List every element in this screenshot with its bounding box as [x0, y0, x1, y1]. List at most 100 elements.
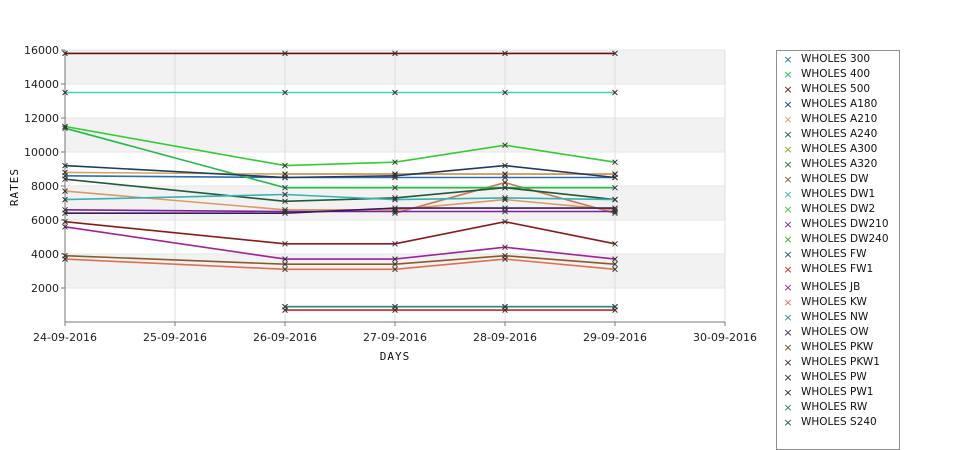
legend-marker-icon: ×	[783, 281, 793, 294]
data-point	[282, 261, 288, 268]
legend-label: WHOLES FW	[801, 248, 867, 260]
axes	[61, 49, 726, 326]
line-chart: 24-09-2016 25-09-2016 26-09-2016 27-09-2016…	[8, 44, 757, 363]
data-point	[502, 184, 508, 191]
legend-marker-icon: ×	[783, 113, 793, 126]
data-point	[282, 240, 288, 247]
data-point	[392, 240, 398, 247]
data-point	[502, 218, 508, 225]
legend-label: WHOLES DW1	[801, 188, 876, 200]
y-tick-label: 2000	[31, 282, 59, 295]
data-point	[282, 303, 288, 310]
legend-label: WHOLES NW	[801, 311, 869, 323]
data-point	[62, 89, 68, 96]
data-point	[62, 162, 68, 169]
legend-label: WHOLES 500	[801, 83, 871, 95]
data-point	[282, 210, 288, 217]
data-point	[502, 50, 508, 57]
data-point	[612, 184, 618, 191]
data-point	[502, 196, 508, 203]
legend-label: WHOLES PW	[801, 371, 867, 383]
legend-marker-icon: ×	[783, 371, 793, 384]
data-point	[62, 256, 68, 262]
x-tick-label: 30-09-2016	[693, 331, 757, 344]
data-point	[612, 261, 618, 268]
legend-label: WHOLES DW210	[801, 218, 889, 230]
data-point	[502, 303, 508, 310]
legend-marker-icon: ×	[783, 128, 793, 141]
data-point	[392, 184, 398, 191]
data-point	[392, 195, 398, 201]
data-point	[392, 174, 398, 181]
legend-marker-icon: ×	[783, 401, 793, 414]
data-point	[612, 303, 618, 310]
data-point	[502, 244, 508, 251]
legend-marker-icon: ×	[783, 188, 793, 201]
legend-label: WHOLES KW	[801, 296, 867, 308]
legend-marker-icon: ×	[783, 83, 793, 96]
legend-marker-icon: ×	[783, 218, 793, 231]
data-point	[392, 261, 398, 268]
legend-label: WHOLES PKW	[801, 341, 874, 353]
data-point	[62, 223, 68, 230]
legend-marker-icon: ×	[783, 416, 793, 429]
x-tick-label: 29-09-2016	[583, 331, 647, 344]
legend-label: WHOLES 400	[801, 68, 871, 80]
legend-marker-icon: ×	[783, 341, 793, 354]
data-point	[392, 50, 398, 57]
legend-marker-icon: ×	[783, 53, 793, 66]
data-point	[392, 159, 398, 166]
data-point	[62, 125, 68, 132]
y-tick-labels: 2000 4000 6000 8000 10000 12000 14000 16000	[24, 44, 59, 295]
data-point	[502, 174, 508, 181]
data-point	[282, 184, 288, 191]
legend-label: WHOLES A210	[801, 113, 878, 125]
legend-label: WHOLES DW	[801, 173, 869, 185]
x-tick-label: 28-09-2016	[473, 331, 537, 344]
data-point	[392, 206, 398, 213]
legend-marker-icon: ×	[783, 296, 793, 309]
data-point	[502, 195, 508, 201]
data-point	[392, 303, 398, 310]
y-tick-label: 4000	[31, 248, 59, 261]
x-tick-label: 27-09-2016	[363, 331, 427, 344]
y-tick-label: 10000	[24, 146, 59, 159]
legend-label: WHOLES RW	[801, 401, 868, 413]
data-point	[282, 266, 288, 273]
data-point	[612, 206, 618, 213]
y-tick-label: 8000	[31, 180, 59, 193]
x-tick-label: 25-09-2016	[143, 331, 207, 344]
data-point	[502, 142, 508, 149]
data-point	[282, 256, 288, 262]
y-tick-label: 16000	[24, 44, 59, 57]
legend-marker-icon: ×	[783, 326, 793, 339]
legend-marker-icon: ×	[783, 203, 793, 216]
legend-label: WHOLES FW1	[801, 263, 874, 275]
data-point	[282, 89, 288, 96]
x-tick-label: 26-09-2016	[253, 331, 317, 344]
data-point	[612, 240, 618, 247]
legend-label: WHOLES OW	[801, 326, 869, 338]
legend-marker-icon: ×	[783, 98, 793, 111]
data-point	[502, 256, 508, 262]
data-point	[62, 123, 68, 130]
legend-marker-icon: ×	[783, 311, 793, 324]
data-point	[282, 174, 288, 181]
y-tick-label: 6000	[31, 214, 59, 227]
data-point	[612, 89, 618, 96]
data-point	[282, 191, 288, 198]
data-point	[502, 162, 508, 169]
data-point	[282, 50, 288, 57]
data-point	[392, 89, 398, 96]
legend-marker-icon: ×	[783, 158, 793, 171]
data-point	[612, 196, 618, 203]
legend-label: WHOLES DW2	[801, 203, 876, 215]
legend-marker-icon: ×	[783, 386, 793, 399]
data-point	[502, 179, 508, 186]
x-tick-labels: 24-09-2016 25-09-2016 26-09-2016 27-09-2016…	[33, 331, 757, 344]
data-point	[612, 50, 618, 57]
data-point	[612, 174, 618, 181]
data-point	[392, 196, 398, 203]
legend-label: WHOLES PKW1	[801, 356, 880, 368]
legend-marker-icon: ×	[783, 68, 793, 81]
